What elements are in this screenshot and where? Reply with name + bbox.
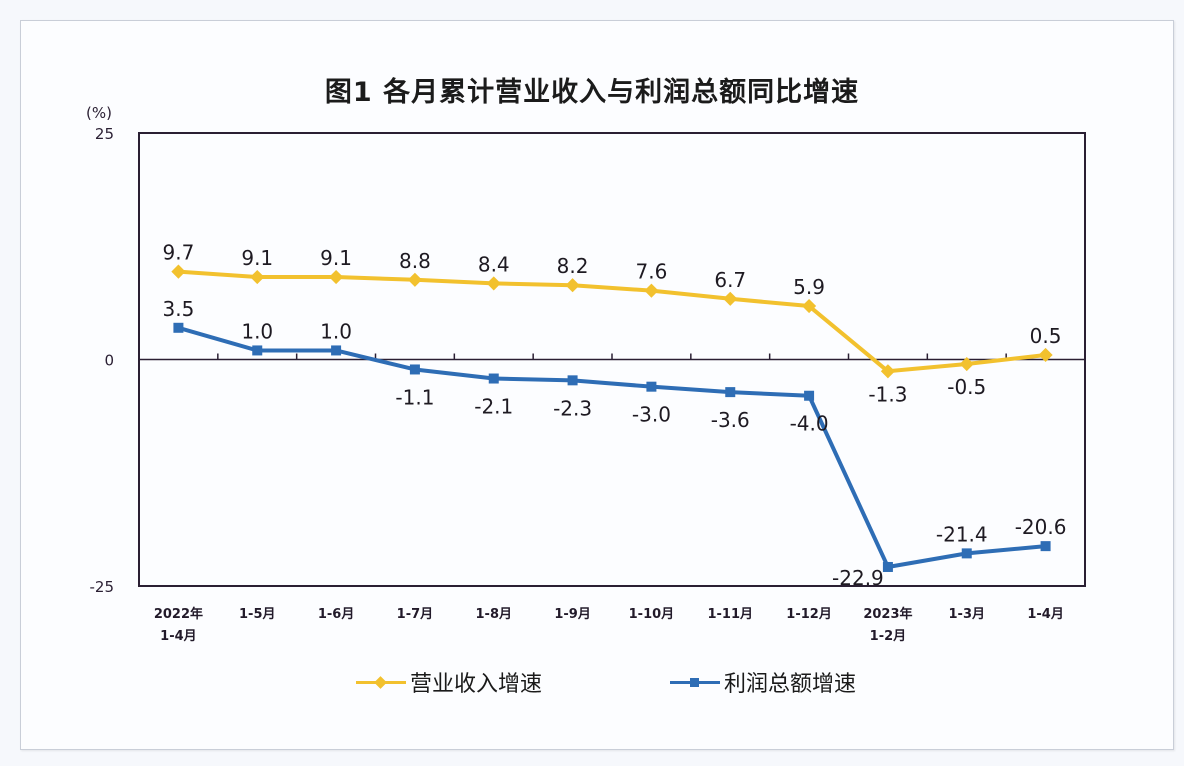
diamond-marker-icon	[374, 675, 387, 689]
data-label: -3.0	[632, 403, 671, 427]
diamond-marker-icon	[250, 269, 265, 285]
data-label: -4.0	[790, 412, 829, 436]
data-label: -2.1	[474, 395, 513, 419]
x-category-label: 1-4月	[160, 629, 197, 644]
y-tick-label: -25	[90, 578, 115, 596]
y-axis-unit-label: (%)	[86, 104, 112, 122]
diamond-marker-icon	[880, 364, 895, 379]
data-label: -3.6	[711, 408, 750, 432]
data-label: -22.9	[832, 566, 884, 590]
square-marker-icon	[252, 345, 263, 356]
x-category-label: 1-12月	[786, 607, 832, 622]
data-label: -0.5	[947, 375, 986, 399]
data-label: 1.0	[241, 319, 273, 343]
data-label: 8.8	[399, 249, 431, 273]
x-category-label: 1-8月	[476, 607, 513, 622]
square-marker-icon	[646, 381, 657, 392]
square-marker-icon	[961, 548, 972, 559]
x-category-label: 1-2月	[870, 629, 907, 644]
square-marker-icon	[882, 561, 893, 572]
diamond-marker-icon	[723, 291, 738, 306]
diamond-marker-icon	[644, 283, 659, 298]
series-line-1	[177, 325, 1046, 569]
data-label: 8.4	[478, 252, 510, 276]
legend-line-revenue-icon	[356, 675, 406, 689]
diamond-marker-icon	[565, 278, 580, 293]
diamond-marker-icon	[486, 276, 501, 291]
square-marker-icon	[331, 345, 342, 356]
square-marker-icon	[567, 375, 578, 386]
series-line-0	[178, 269, 1046, 374]
legend: 营业收入增速 利润总额增速	[0, 666, 1184, 700]
x-category-label: 1-7月	[397, 607, 434, 622]
legend-line-profit-icon	[670, 677, 720, 687]
x-category-label: 1-3月	[949, 607, 986, 622]
diamond-marker-icon	[1038, 347, 1053, 363]
chart-title: 图1 各月累计营业收入与利润总额同比增速	[324, 77, 860, 108]
x-category-label: 1-9月	[554, 607, 591, 622]
diamond-marker-icon	[329, 269, 344, 285]
diamond-marker-icon	[959, 356, 974, 372]
chart-frame	[20, 20, 1174, 750]
data-label: 1.0	[320, 319, 352, 343]
data-label: 9.7	[163, 241, 195, 265]
data-label: -1.1	[395, 385, 434, 409]
data-label: -1.3	[868, 382, 907, 406]
square-marker-icon	[1040, 541, 1051, 552]
square-marker-icon	[173, 322, 184, 333]
diamond-marker-icon	[171, 264, 186, 279]
square-marker-icon	[409, 364, 420, 375]
data-label: 7.6	[636, 260, 668, 284]
square-marker-icon	[690, 677, 699, 687]
diamond-marker-icon	[407, 272, 422, 287]
data-label: 8.2	[557, 254, 589, 278]
data-label: -20.6	[1015, 515, 1067, 539]
legend-label-revenue: 营业收入增速	[410, 672, 543, 697]
x-category-label: 2022年	[154, 606, 203, 622]
x-category-label: 1-4月	[1027, 607, 1064, 622]
data-label: 5.9	[793, 275, 825, 299]
x-category-label: 1-10月	[629, 607, 675, 622]
x-category-label: 2023年	[863, 606, 912, 622]
y-tick-label: 25	[95, 125, 114, 143]
data-label: 9.1	[320, 246, 352, 270]
legend-item-profit: 利润总额增速	[670, 666, 856, 698]
square-marker-icon	[725, 387, 736, 398]
x-category-label: 1-11月	[707, 607, 753, 622]
data-label: 0.5	[1030, 324, 1062, 348]
data-label: 6.7	[714, 268, 746, 292]
y-tick-label: 0	[104, 352, 114, 370]
data-label: -21.4	[936, 522, 988, 546]
legend-item-revenue: 营业收入增速	[356, 666, 542, 698]
data-label: 3.5	[163, 297, 195, 321]
x-category-label: 1-6月	[318, 607, 355, 622]
square-marker-icon	[804, 390, 815, 401]
square-marker-icon	[488, 373, 499, 384]
data-label: -2.3	[553, 396, 592, 420]
legend-label-profit: 利润总额增速	[724, 672, 857, 697]
data-label: 9.1	[241, 246, 273, 270]
diamond-marker-icon	[802, 298, 817, 314]
x-category-label: 1-5月	[239, 607, 276, 622]
